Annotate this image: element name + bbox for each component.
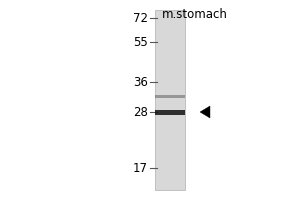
Bar xyxy=(155,10,185,190)
Bar xyxy=(155,110,185,114)
Text: 17: 17 xyxy=(133,162,148,174)
Polygon shape xyxy=(200,106,210,118)
Text: m.stomach: m.stomach xyxy=(162,8,228,21)
Text: 72: 72 xyxy=(133,11,148,24)
Bar xyxy=(155,95,185,98)
Text: 55: 55 xyxy=(133,36,148,48)
Text: 36: 36 xyxy=(133,75,148,88)
Text: 28: 28 xyxy=(133,106,148,118)
